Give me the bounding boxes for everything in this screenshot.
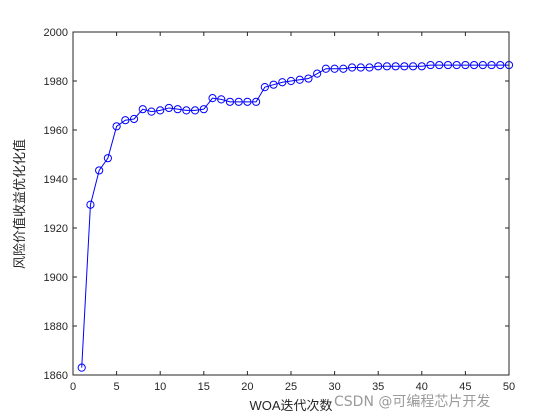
data-point-marker xyxy=(103,154,112,163)
data-point-marker xyxy=(129,114,139,124)
data-point-marker xyxy=(190,106,200,115)
data-point-marker xyxy=(391,62,400,71)
data-point-marker xyxy=(487,60,496,70)
data-point-marker xyxy=(339,64,348,73)
x-tick-label: 35 xyxy=(372,381,384,393)
x-tick-label: 40 xyxy=(416,381,428,393)
watermark-text: CSDN @可编程芯片开发 xyxy=(334,394,490,410)
data-point-marker xyxy=(234,97,243,106)
y-tick-label: 1880 xyxy=(44,321,68,333)
data-point-marker xyxy=(112,122,121,131)
x-tick-label: 15 xyxy=(198,381,210,393)
data-point-marker xyxy=(95,166,104,175)
x-tick-label: 25 xyxy=(285,381,297,393)
y-tick-label: 2000 xyxy=(44,27,68,39)
data-point-marker xyxy=(77,363,86,372)
data-point-marker xyxy=(260,83,269,92)
data-point-marker xyxy=(217,95,226,104)
x-axis-label: WOA迭代次数 xyxy=(249,398,332,413)
data-point-marker xyxy=(156,106,165,115)
data-point-marker xyxy=(496,60,505,70)
data-point-marker xyxy=(478,60,487,70)
data-point-marker xyxy=(208,94,217,103)
data-point-marker xyxy=(304,74,313,83)
data-point-marker xyxy=(365,63,374,72)
y-tick-label: 1860 xyxy=(44,370,68,382)
series-layer xyxy=(77,60,514,372)
y-tick-label: 1980 xyxy=(44,76,68,88)
data-point-marker xyxy=(408,62,418,71)
data-point-marker xyxy=(199,105,208,114)
data-point-marker xyxy=(417,62,426,71)
data-point-marker xyxy=(374,62,383,71)
data-point-marker xyxy=(147,107,156,116)
data-point-marker xyxy=(330,64,339,73)
x-tick-label: 5 xyxy=(114,381,120,393)
y-tick-label: 1960 xyxy=(44,125,68,137)
data-point-marker xyxy=(252,97,261,106)
data-point-marker xyxy=(347,63,357,72)
data-point-marker xyxy=(452,60,461,70)
plot-area-background xyxy=(73,32,509,375)
data-point-marker xyxy=(243,97,252,106)
data-point-marker xyxy=(426,60,435,70)
data-point-marker xyxy=(356,63,365,72)
y-tick-label: 1940 xyxy=(44,174,68,186)
y-tick-label: 1920 xyxy=(44,223,68,235)
data-point-marker xyxy=(461,60,470,70)
x-tick-label: 30 xyxy=(328,381,340,393)
data-point-marker xyxy=(321,64,330,73)
data-point-marker xyxy=(400,62,409,71)
data-point-marker xyxy=(382,62,392,71)
data-point-marker xyxy=(182,106,191,115)
data-point-marker xyxy=(278,78,287,87)
data-point-marker xyxy=(435,60,444,70)
x-tick-label: 10 xyxy=(154,381,166,393)
data-point-marker xyxy=(173,105,182,114)
data-point-marker xyxy=(121,116,130,125)
data-point-marker xyxy=(225,97,235,106)
data-point-marker xyxy=(443,60,453,70)
data-point-marker xyxy=(138,105,147,114)
y-tick-label: 1900 xyxy=(44,272,68,284)
data-point-marker xyxy=(470,60,479,70)
series-line xyxy=(81,64,509,368)
x-tick-label: 0 xyxy=(70,381,76,393)
data-point-marker xyxy=(313,69,322,78)
data-point-marker xyxy=(164,103,174,113)
x-tick-label: 45 xyxy=(459,381,471,393)
data-point-marker xyxy=(86,200,95,209)
data-point-marker xyxy=(269,80,278,89)
axes-layer: 0 5 10 15 20 25 30 35 40 45 50 1860 1880 1900 1920 1940… xyxy=(44,27,516,393)
data-point-marker xyxy=(295,75,304,84)
y-axis-label: 风险价值收益优化化值 xyxy=(12,139,28,269)
x-tick-label: 50 xyxy=(503,381,515,393)
x-tick-label: 20 xyxy=(241,381,253,393)
data-point-marker xyxy=(286,76,296,86)
